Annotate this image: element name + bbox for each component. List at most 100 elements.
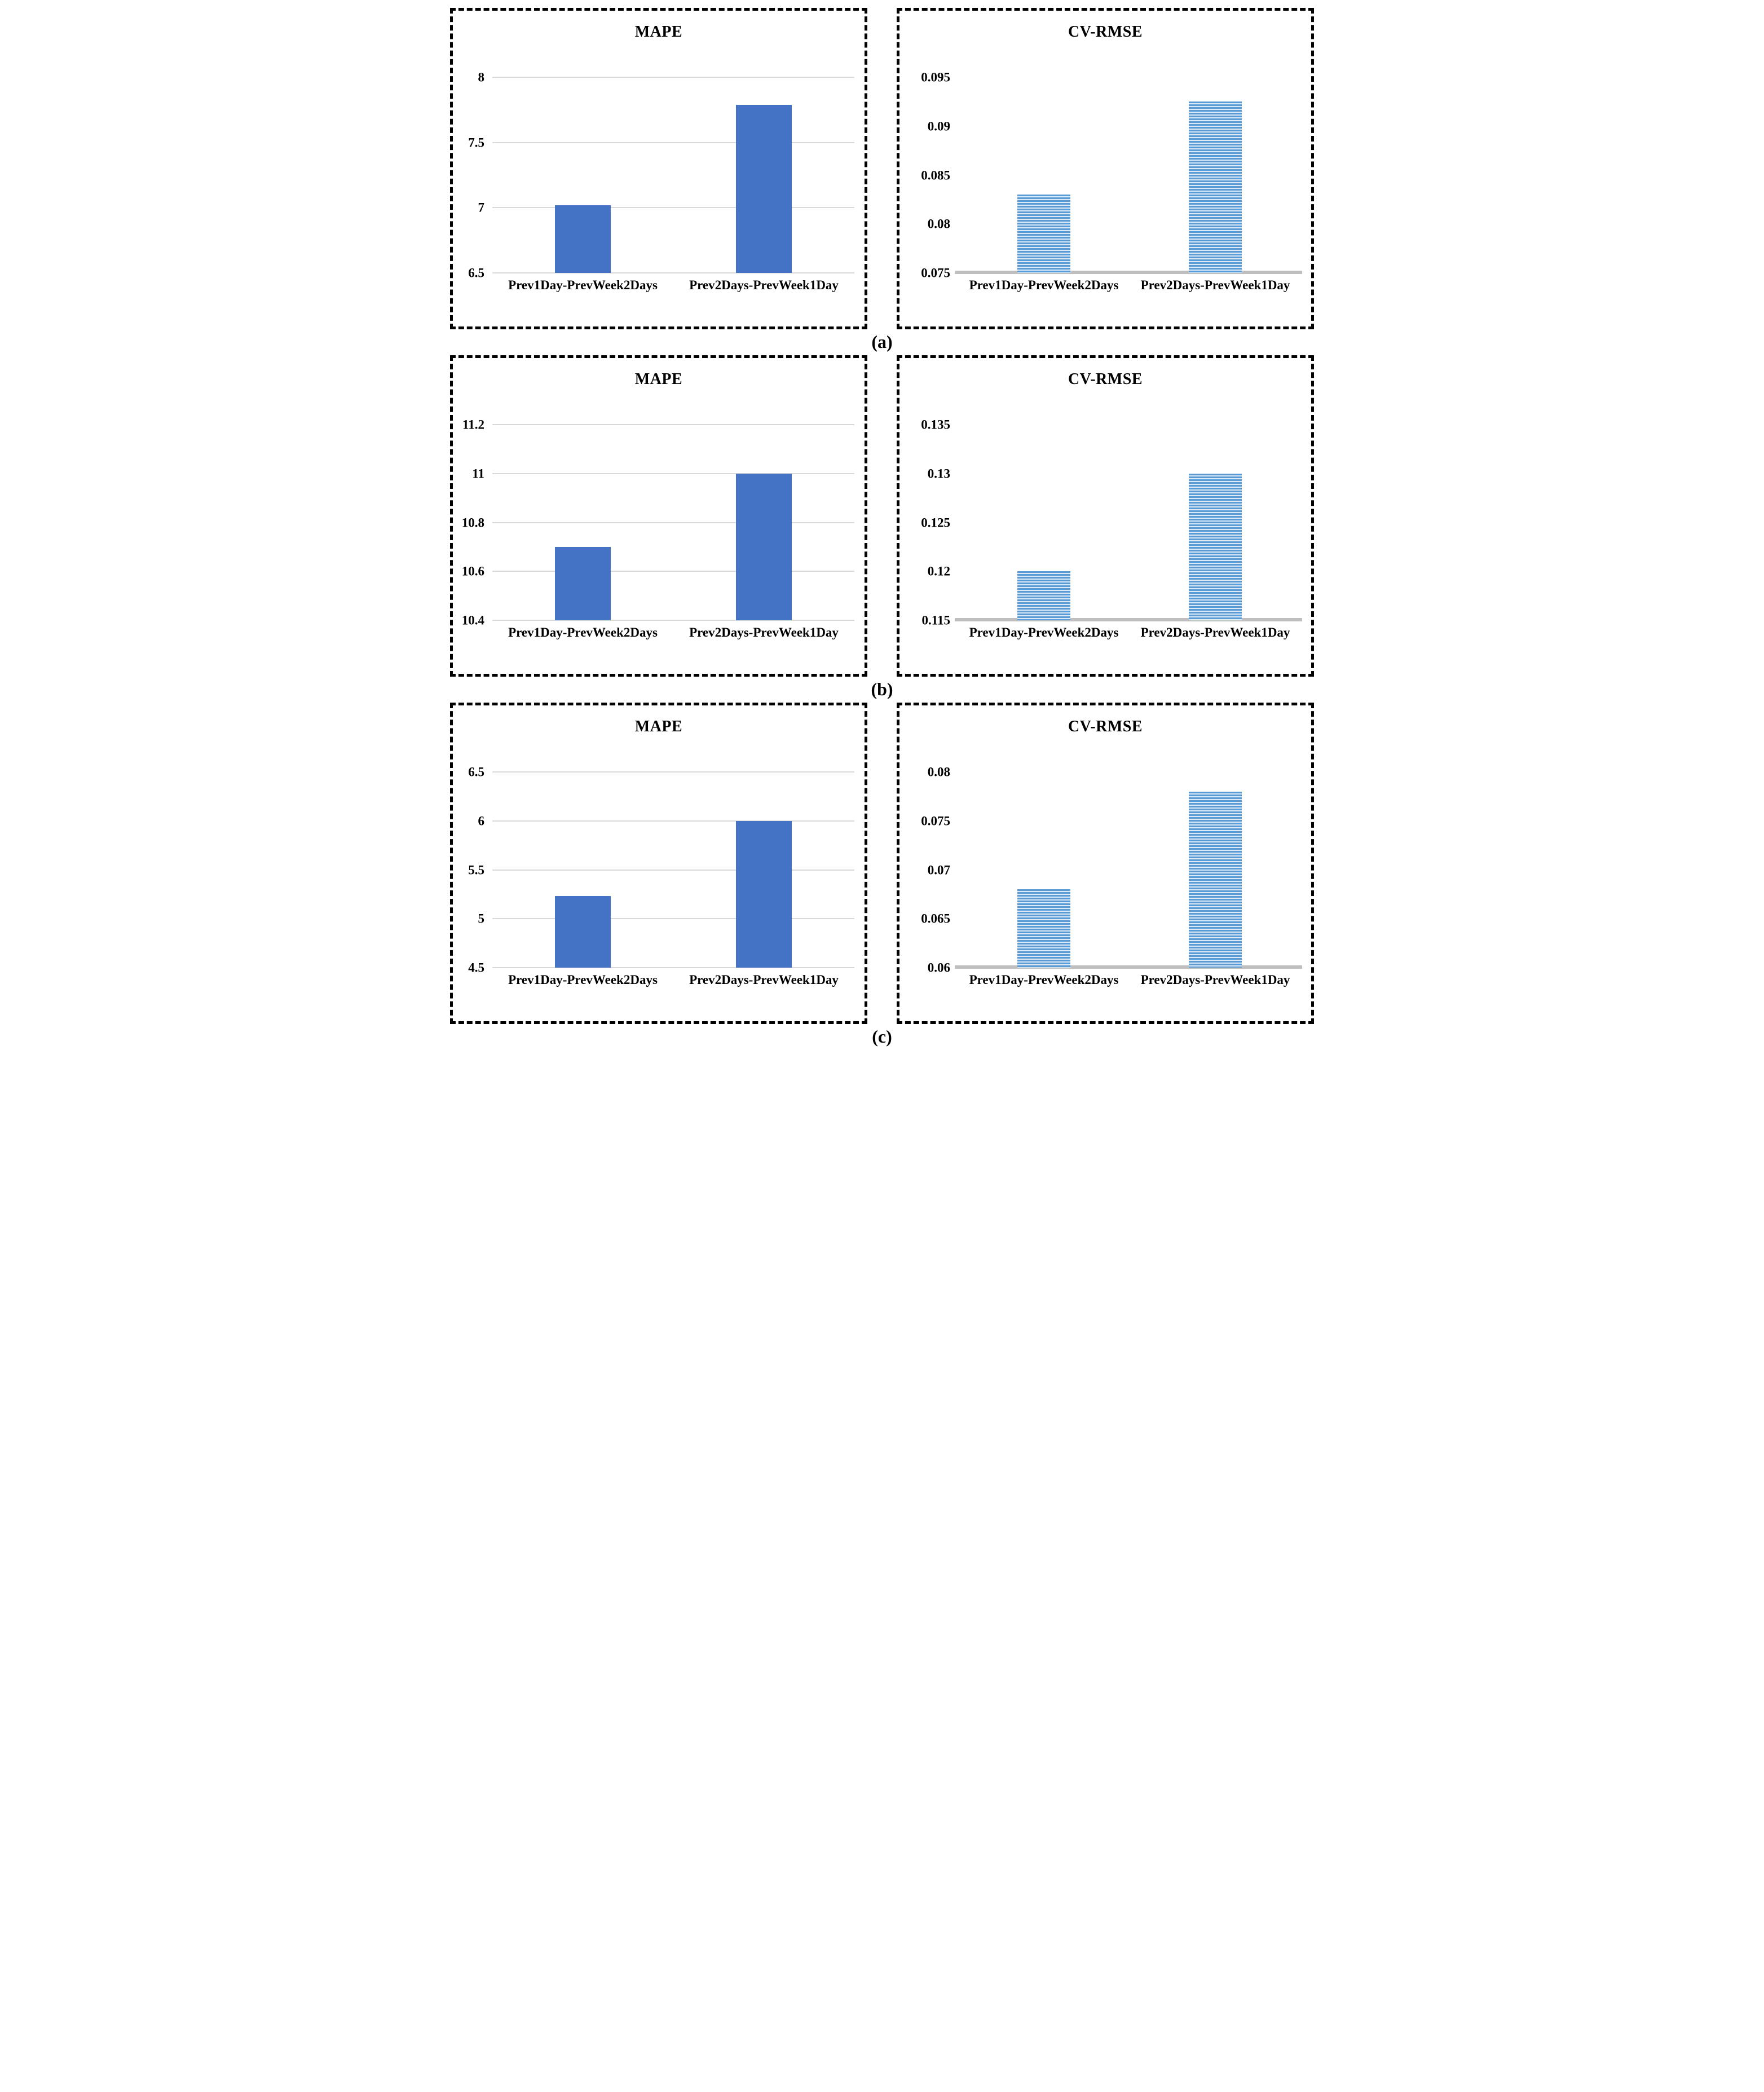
gridline xyxy=(492,869,854,871)
y-tick-label: 0.08 xyxy=(927,765,950,779)
plot-area: 0.06 0.065 0.07 0.075 0.08 xyxy=(921,766,1302,974)
y-tick-label: 0.08 xyxy=(927,217,950,231)
chart-panel-b-mape: MAPE 10.4 10.6 10.8 11 11.2 Prev1Day-PrevWeek2… xyxy=(450,355,867,677)
y-tick-label: 8 xyxy=(478,70,485,85)
y-tick-label: 5.5 xyxy=(468,863,484,877)
x-axis-line xyxy=(955,965,1302,969)
chart-title: MAPE xyxy=(634,718,683,735)
gridline xyxy=(492,272,854,273)
y-tick-label: 11 xyxy=(472,466,484,481)
chart-title: MAPE xyxy=(634,23,683,41)
y-tick-label: 10.4 xyxy=(461,613,484,628)
y-tick-label: 0.13 xyxy=(927,466,950,481)
gridline xyxy=(492,77,854,78)
category-label: Prev1Day-PrevWeek2Days xyxy=(508,973,658,987)
category-labels: Prev1Day-PrevWeek2Days Prev2Days-PrevWeek… xyxy=(492,278,854,293)
gridline xyxy=(492,142,854,143)
category-label: Prev1Day-PrevWeek2Days xyxy=(508,278,658,292)
plot-area: 6.5 7 7.5 8 xyxy=(468,71,854,280)
y-tick-label: 0.115 xyxy=(921,613,950,628)
y-tick-label: 0.085 xyxy=(921,168,950,182)
chart-title: CV-RMSE xyxy=(1068,23,1143,41)
y-tick-label: 0.125 xyxy=(921,515,950,529)
y-tick-label: 0.06 xyxy=(927,960,950,975)
chart-row-c: MAPE 4.5 5 5.5 6 6.5 Prev1Day-PrevWeek2Days Pre… xyxy=(441,703,1323,1024)
chart-title: CV-RMSE xyxy=(1068,718,1143,735)
bar-2 xyxy=(1188,791,1242,968)
category-label: Prev2Days-PrevWeek1Day xyxy=(689,973,839,987)
category-label: Prev1Day-PrevWeek2Days xyxy=(969,973,1119,987)
category-labels: Prev1Day-PrevWeek2Days Prev2Days-PrevWeek… xyxy=(492,625,854,640)
chart-row-b: MAPE 10.4 10.6 10.8 11 11.2 Prev1Day-PrevWeek2… xyxy=(441,355,1323,677)
y-tick-label: 11.2 xyxy=(462,417,484,432)
y-tick-label: 6.5 xyxy=(468,266,484,280)
bar-1 xyxy=(1017,571,1071,620)
bar-1 xyxy=(554,546,611,620)
x-axis-line xyxy=(955,618,1302,621)
plot-area: 4.5 5 5.5 6 6.5 xyxy=(468,766,854,974)
y-tick-label: 0.135 xyxy=(921,417,950,432)
category-label: Prev2Days-PrevWeek1Day xyxy=(1140,278,1290,292)
category-label: Prev1Day-PrevWeek2Days xyxy=(969,625,1119,639)
bar-1 xyxy=(554,896,611,968)
category-labels: Prev1Day-PrevWeek2Days Prev2Days-PrevWeek… xyxy=(958,278,1301,293)
gridline xyxy=(492,967,854,968)
y-tick-label: 7.5 xyxy=(468,135,484,150)
y-tick-label: 0.065 xyxy=(921,911,950,926)
gridline xyxy=(492,820,854,822)
bar-1 xyxy=(554,205,611,273)
bar-2 xyxy=(1188,473,1242,620)
category-label: Prev2Days-PrevWeek1Day xyxy=(1140,625,1290,639)
chart-panel-c-cvrmse: CV-RMSE 0.06 0.065 0.07 0.075 0.08 Prev1Day-Pr… xyxy=(897,703,1314,1024)
figure: MAPE 6.5 7 7.5 8 Prev1Day-PrevWeek2Days Prev2D… xyxy=(441,0,1323,1050)
category-labels: Prev1Day-PrevWeek2Days Prev2Days-PrevWeek… xyxy=(492,973,854,987)
y-tick-label: 0.075 xyxy=(921,814,950,828)
y-tick-label: 0.095 xyxy=(921,70,950,85)
chart-row-a: MAPE 6.5 7 7.5 8 Prev1Day-PrevWeek2Days Prev2D… xyxy=(441,8,1323,329)
y-tick-label: 5 xyxy=(478,911,485,926)
y-tick-label: 10.6 xyxy=(461,564,484,579)
bar-1 xyxy=(1017,195,1071,273)
y-tick-label: 6.5 xyxy=(468,765,484,779)
category-label: Prev1Day-PrevWeek2Days xyxy=(969,278,1119,292)
row-label-c: (c) xyxy=(872,1026,892,1047)
category-label: Prev1Day-PrevWeek2Days xyxy=(508,625,658,639)
category-labels: Prev1Day-PrevWeek2Days Prev2Days-PrevWeek… xyxy=(958,973,1301,987)
row-label-b: (b) xyxy=(871,679,893,699)
bar-2 xyxy=(735,820,792,968)
category-label: Prev2Days-PrevWeek1Day xyxy=(689,625,839,639)
gridline xyxy=(492,473,854,474)
y-tick-label: 4.5 xyxy=(468,960,484,975)
bar-2 xyxy=(1188,101,1242,273)
y-tick-label: 6 xyxy=(478,814,485,828)
bar-2 xyxy=(735,104,792,273)
gridline xyxy=(492,620,854,621)
plot-area: 10.4 10.6 10.8 11 11.2 xyxy=(462,418,854,627)
x-axis-line xyxy=(955,271,1302,274)
category-label: Prev2Days-PrevWeek1Day xyxy=(689,278,839,292)
row-label-a: (a) xyxy=(871,332,893,352)
chart-panel-a-cvrmse: CV-RMSE 0.075 0.08 0.085 0.09 0.095 Prev1Day-P… xyxy=(897,8,1314,329)
chart-panel-a-mape: MAPE 6.5 7 7.5 8 Prev1Day-PrevWeek2Days Prev2D… xyxy=(450,8,867,329)
y-tick-label: 0.09 xyxy=(927,119,950,134)
gridline xyxy=(492,571,854,572)
chart-title: CV-RMSE xyxy=(1068,370,1143,388)
plot-area: 0.075 0.08 0.085 0.09 0.095 xyxy=(921,71,1302,280)
y-tick-label: 7 xyxy=(478,200,485,215)
y-tick-label: 10.8 xyxy=(461,515,484,529)
y-tick-label: 0.07 xyxy=(927,863,950,877)
bar-2 xyxy=(735,473,792,620)
category-labels: Prev1Day-PrevWeek2Days Prev2Days-PrevWeek… xyxy=(958,625,1301,640)
y-tick-label: 0.12 xyxy=(927,564,950,579)
gridline xyxy=(492,522,854,523)
y-tick-label: 0.075 xyxy=(921,266,950,280)
gridline xyxy=(492,424,854,425)
chart-panel-b-cvrmse: CV-RMSE 0.115 0.12 0.125 0.13 0.135 Prev1Day-P… xyxy=(897,355,1314,677)
gridline xyxy=(492,207,854,209)
gridline xyxy=(492,918,854,920)
plot-area: 0.115 0.12 0.125 0.13 0.135 xyxy=(921,418,1302,627)
category-label: Prev2Days-PrevWeek1Day xyxy=(1140,973,1290,987)
chart-title: MAPE xyxy=(634,370,683,388)
bar-1 xyxy=(1017,889,1071,968)
chart-panel-c-mape: MAPE 4.5 5 5.5 6 6.5 Prev1Day-PrevWeek2Days Pre… xyxy=(450,703,867,1024)
